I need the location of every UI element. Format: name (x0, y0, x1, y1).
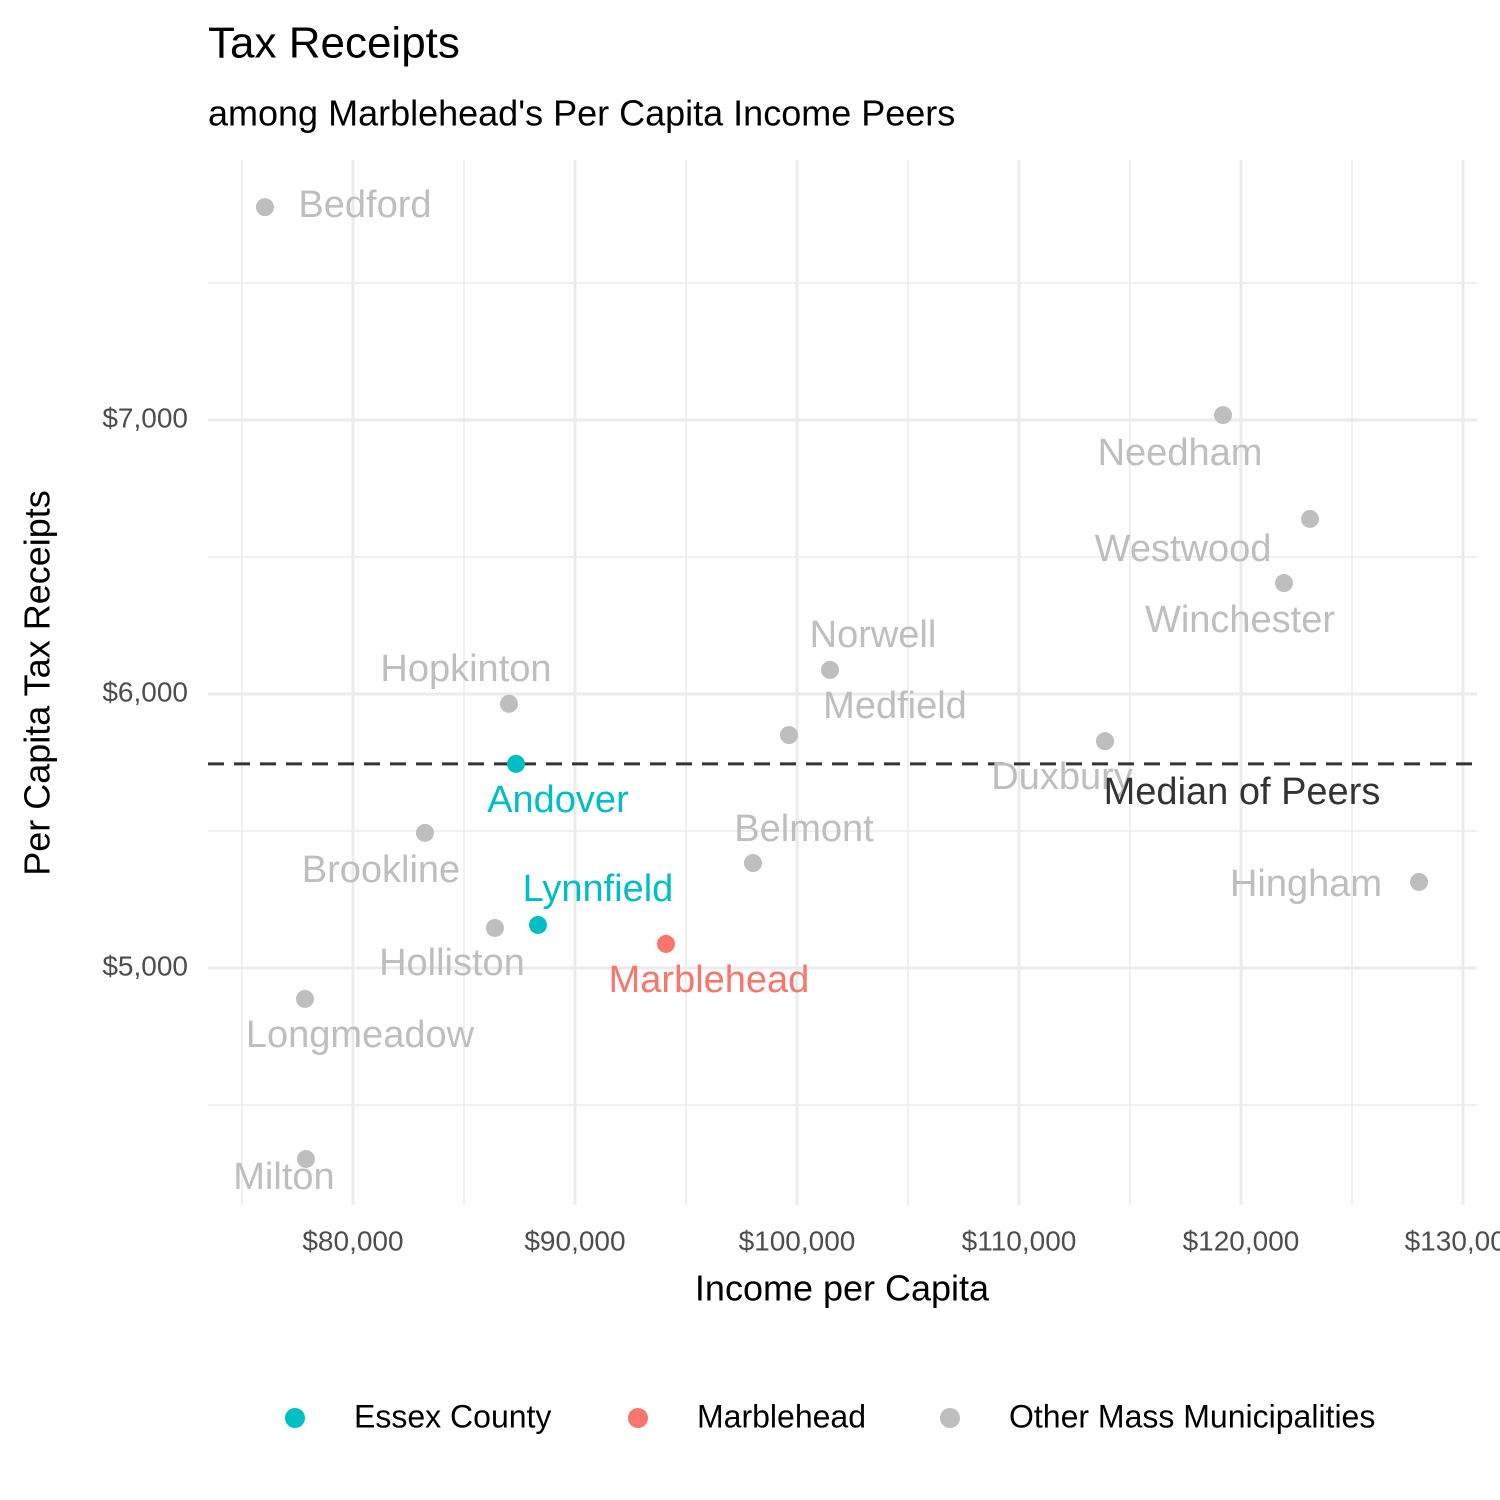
legend-label: Other Mass Municipalities (1009, 1398, 1375, 1434)
point (255, 198, 274, 217)
x-tick-label: $110,000 (962, 1225, 1077, 1256)
point (1410, 872, 1429, 891)
x-tick-label: $90,000 (524, 1225, 625, 1256)
point (1214, 406, 1233, 425)
x-tick-label: $120,000 (1183, 1225, 1300, 1256)
x-tick-label: $100,000 (739, 1225, 856, 1256)
point-label: Bedford (298, 184, 431, 226)
point-label: Hopkinton (380, 648, 551, 690)
point-label: Hingham (1230, 863, 1382, 905)
point-label: Duxbury (991, 756, 1133, 798)
x-tick-label: $80,000 (302, 1225, 403, 1256)
point-label: Milton (233, 1156, 334, 1198)
point (1096, 732, 1115, 751)
point-label: Needham (1098, 432, 1263, 474)
x-tick-label: $130,000 (1405, 1225, 1500, 1256)
legend-label: Essex County (354, 1398, 551, 1434)
point (820, 660, 839, 679)
marks (208, 198, 1477, 1168)
point (779, 726, 798, 745)
point (743, 854, 762, 873)
y-tick-label: $5,000 (102, 950, 188, 981)
point (485, 918, 504, 937)
legend-label: Marblehead (697, 1398, 866, 1434)
point-label: Medfield (823, 685, 967, 727)
y-tick-label: $6,000 (102, 676, 188, 707)
point-label: Andover (487, 779, 629, 821)
grid (208, 160, 1477, 1205)
y-axis-title: Per Capita Tax Receipts (17, 490, 58, 876)
point-label: Norwell (810, 614, 937, 656)
median-label: Median of Peers (1104, 771, 1381, 813)
legend-marker (628, 1408, 648, 1428)
point (506, 754, 525, 773)
point-label: Longmeadow (246, 1014, 475, 1056)
chart-title: Tax Receipts (208, 19, 460, 68)
x-axis-title: Income per Capita (695, 1268, 990, 1309)
legend-marker (940, 1408, 960, 1428)
point (415, 823, 434, 842)
legend-marker (285, 1408, 305, 1428)
point-label: Holliston (379, 942, 525, 984)
point-label: Marblehead (609, 959, 810, 1001)
point (499, 694, 518, 713)
point (1275, 574, 1294, 593)
point-label: Lynnfield (523, 868, 674, 910)
point-label: Winchester (1145, 599, 1335, 641)
point (656, 934, 675, 953)
point-label: Westwood (1095, 528, 1272, 570)
chart-subtitle: among Marblehead's Per Capita Income Pee… (208, 93, 955, 134)
point (528, 915, 547, 934)
point-label: Brookline (302, 849, 460, 891)
point (296, 1149, 315, 1168)
point (1301, 509, 1320, 528)
point-label: Belmont (734, 808, 874, 850)
point (295, 989, 314, 1008)
y-tick-label: $7,000 (102, 402, 188, 433)
